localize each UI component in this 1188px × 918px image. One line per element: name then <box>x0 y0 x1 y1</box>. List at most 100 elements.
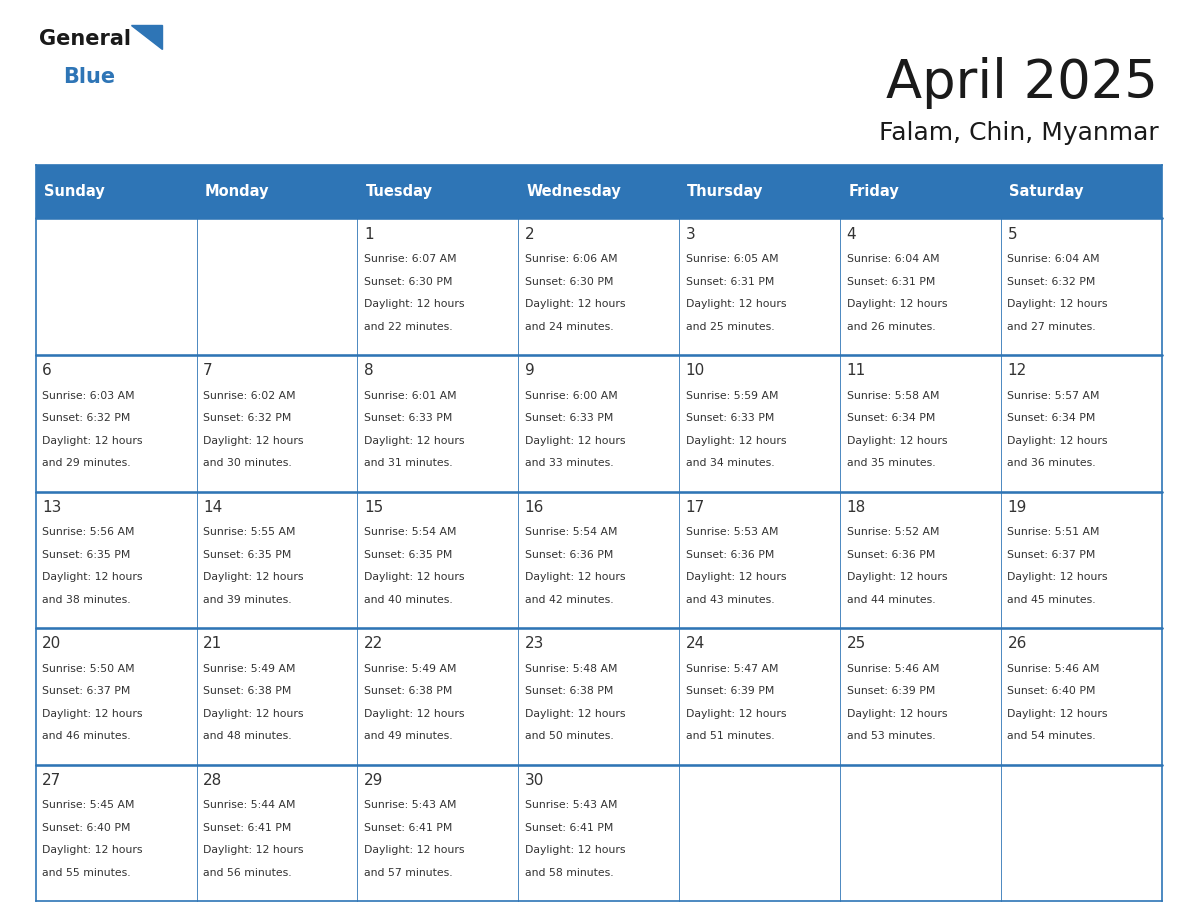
Text: Daylight: 12 hours: Daylight: 12 hours <box>42 436 143 445</box>
Text: 10: 10 <box>685 364 704 378</box>
Text: Sunrise: 6:04 AM: Sunrise: 6:04 AM <box>1007 254 1100 264</box>
Text: and 53 minutes.: and 53 minutes. <box>847 732 935 742</box>
Text: 28: 28 <box>203 773 222 788</box>
Text: Daylight: 12 hours: Daylight: 12 hours <box>525 572 625 582</box>
Text: Sunset: 6:35 PM: Sunset: 6:35 PM <box>42 550 131 560</box>
Text: 8: 8 <box>364 364 373 378</box>
Bar <box>1001 165 1162 218</box>
Bar <box>358 218 518 355</box>
Text: Sunrise: 6:03 AM: Sunrise: 6:03 AM <box>42 390 134 400</box>
Bar <box>36 355 196 492</box>
Bar <box>840 218 1001 355</box>
Bar <box>36 165 196 218</box>
Bar <box>1001 492 1162 628</box>
Text: Sunset: 6:32 PM: Sunset: 6:32 PM <box>42 413 131 423</box>
Text: and 25 minutes.: and 25 minutes. <box>685 321 775 331</box>
Bar <box>518 355 680 492</box>
Text: Sunrise: 5:43 AM: Sunrise: 5:43 AM <box>364 800 456 811</box>
Text: Sunset: 6:41 PM: Sunset: 6:41 PM <box>525 823 613 833</box>
Text: and 43 minutes.: and 43 minutes. <box>685 595 775 605</box>
Text: Sunset: 6:39 PM: Sunset: 6:39 PM <box>847 687 935 697</box>
Text: 14: 14 <box>203 500 222 515</box>
Text: Sunrise: 6:02 AM: Sunrise: 6:02 AM <box>203 390 296 400</box>
Text: and 27 minutes.: and 27 minutes. <box>1007 321 1097 331</box>
Text: Daylight: 12 hours: Daylight: 12 hours <box>685 709 786 719</box>
Bar <box>196 628 358 765</box>
Text: and 56 minutes.: and 56 minutes. <box>203 868 291 878</box>
Text: 20: 20 <box>42 636 62 652</box>
Text: Wednesday: Wednesday <box>526 185 621 199</box>
Text: Blue: Blue <box>63 67 115 87</box>
Text: Sunset: 6:38 PM: Sunset: 6:38 PM <box>364 687 453 697</box>
Text: Daylight: 12 hours: Daylight: 12 hours <box>525 709 625 719</box>
Text: 25: 25 <box>847 636 866 652</box>
Text: Sunset: 6:33 PM: Sunset: 6:33 PM <box>364 413 453 423</box>
Text: Sunset: 6:37 PM: Sunset: 6:37 PM <box>1007 550 1095 560</box>
Text: and 33 minutes.: and 33 minutes. <box>525 458 613 468</box>
Text: Sunrise: 5:44 AM: Sunrise: 5:44 AM <box>203 800 296 811</box>
Bar <box>518 765 680 901</box>
Text: Sunrise: 5:49 AM: Sunrise: 5:49 AM <box>203 664 296 674</box>
Text: 13: 13 <box>42 500 62 515</box>
Text: Daylight: 12 hours: Daylight: 12 hours <box>1007 709 1108 719</box>
Text: Sunset: 6:36 PM: Sunset: 6:36 PM <box>847 550 935 560</box>
Text: 30: 30 <box>525 773 544 788</box>
Bar <box>840 492 1001 628</box>
Text: and 42 minutes.: and 42 minutes. <box>525 595 613 605</box>
Text: Sunrise: 5:43 AM: Sunrise: 5:43 AM <box>525 800 618 811</box>
Text: Daylight: 12 hours: Daylight: 12 hours <box>203 709 303 719</box>
Text: and 44 minutes.: and 44 minutes. <box>847 595 935 605</box>
Text: Sunrise: 5:45 AM: Sunrise: 5:45 AM <box>42 800 134 811</box>
Text: Sunset: 6:38 PM: Sunset: 6:38 PM <box>203 687 291 697</box>
Bar <box>358 165 518 218</box>
Bar <box>196 218 358 355</box>
Text: 5: 5 <box>1007 227 1017 241</box>
Bar <box>358 765 518 901</box>
Text: Sunrise: 5:47 AM: Sunrise: 5:47 AM <box>685 664 778 674</box>
Text: and 22 minutes.: and 22 minutes. <box>364 321 453 331</box>
Bar <box>518 628 680 765</box>
Text: Daylight: 12 hours: Daylight: 12 hours <box>364 572 465 582</box>
Text: Saturday: Saturday <box>1009 185 1083 199</box>
Text: 12: 12 <box>1007 364 1026 378</box>
Text: Sunrise: 5:55 AM: Sunrise: 5:55 AM <box>203 527 296 537</box>
Text: Sunset: 6:33 PM: Sunset: 6:33 PM <box>525 413 613 423</box>
Text: Sunset: 6:34 PM: Sunset: 6:34 PM <box>1007 413 1095 423</box>
Bar <box>680 218 840 355</box>
Text: and 38 minutes.: and 38 minutes. <box>42 595 131 605</box>
Bar <box>36 492 196 628</box>
Text: Sunrise: 6:04 AM: Sunrise: 6:04 AM <box>847 254 940 264</box>
Polygon shape <box>132 25 163 49</box>
Text: Sunset: 6:40 PM: Sunset: 6:40 PM <box>42 823 131 833</box>
Text: 7: 7 <box>203 364 213 378</box>
Bar <box>840 628 1001 765</box>
Text: Sunrise: 6:05 AM: Sunrise: 6:05 AM <box>685 254 778 264</box>
Text: and 51 minutes.: and 51 minutes. <box>685 732 775 742</box>
Text: and 55 minutes.: and 55 minutes. <box>42 868 131 878</box>
Text: and 39 minutes.: and 39 minutes. <box>203 595 291 605</box>
Text: and 31 minutes.: and 31 minutes. <box>364 458 453 468</box>
Bar <box>358 355 518 492</box>
Bar <box>36 628 196 765</box>
Text: Thursday: Thursday <box>687 185 764 199</box>
Text: Sunset: 6:38 PM: Sunset: 6:38 PM <box>525 687 613 697</box>
Text: Sunset: 6:35 PM: Sunset: 6:35 PM <box>364 550 453 560</box>
Text: Sunset: 6:39 PM: Sunset: 6:39 PM <box>685 687 775 697</box>
Text: Sunset: 6:41 PM: Sunset: 6:41 PM <box>203 823 291 833</box>
Text: 9: 9 <box>525 364 535 378</box>
Text: Sunrise: 5:56 AM: Sunrise: 5:56 AM <box>42 527 134 537</box>
Text: 16: 16 <box>525 500 544 515</box>
Text: Daylight: 12 hours: Daylight: 12 hours <box>364 709 465 719</box>
Text: Daylight: 12 hours: Daylight: 12 hours <box>847 436 947 445</box>
Text: Sunday: Sunday <box>44 185 105 199</box>
Bar <box>680 628 840 765</box>
Text: Falam, Chin, Myanmar: Falam, Chin, Myanmar <box>879 121 1158 145</box>
Text: Sunset: 6:35 PM: Sunset: 6:35 PM <box>203 550 291 560</box>
Text: Daylight: 12 hours: Daylight: 12 hours <box>525 299 625 309</box>
Bar <box>518 492 680 628</box>
Bar <box>840 355 1001 492</box>
Text: 11: 11 <box>847 364 866 378</box>
Text: Sunrise: 5:48 AM: Sunrise: 5:48 AM <box>525 664 618 674</box>
Bar <box>358 628 518 765</box>
Text: and 36 minutes.: and 36 minutes. <box>1007 458 1097 468</box>
